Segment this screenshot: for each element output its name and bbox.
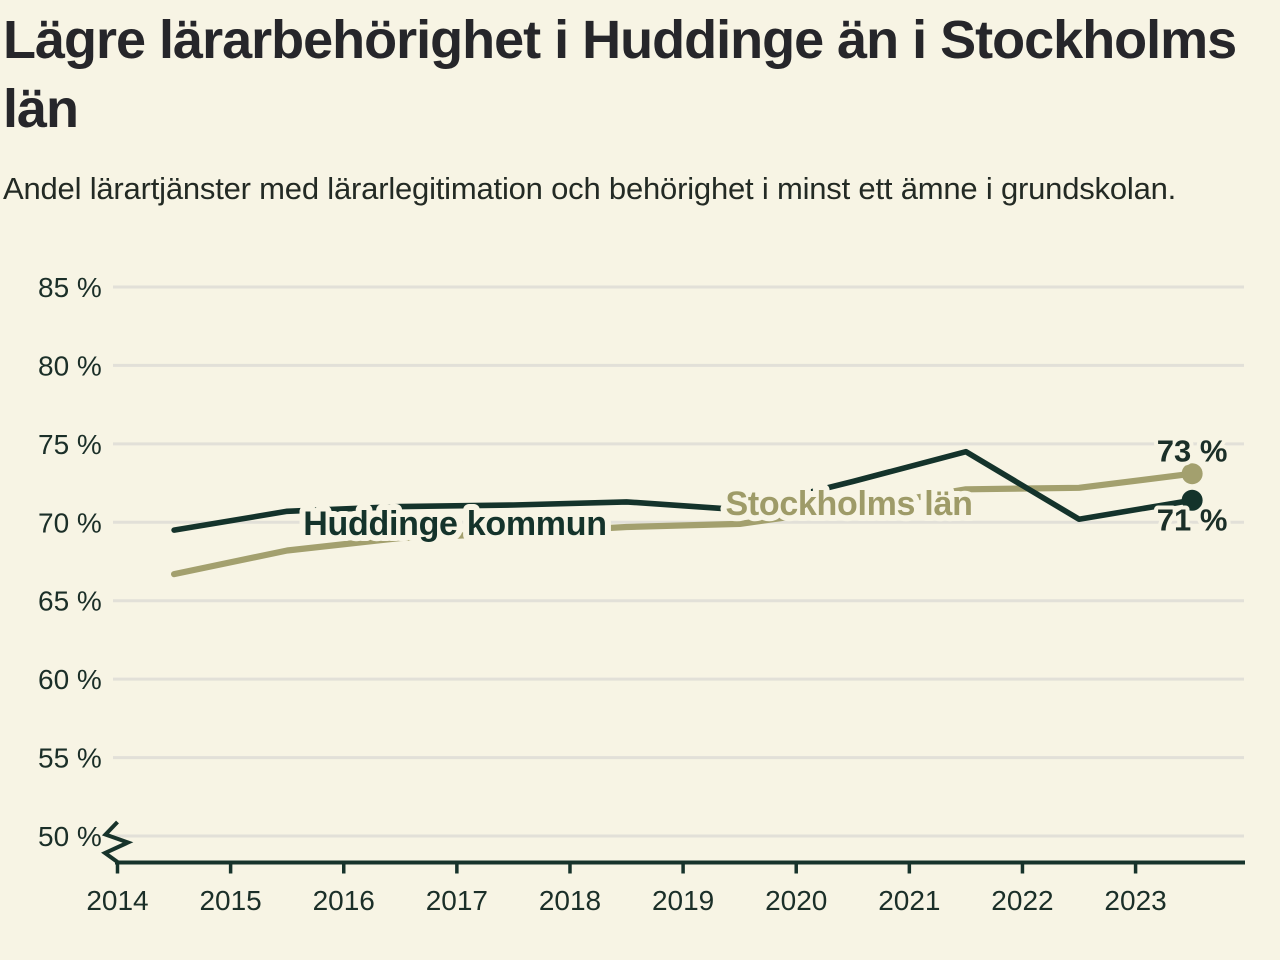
y-tick-label: 50 % (38, 821, 102, 852)
x-tick-label: 2014 (86, 885, 148, 916)
x-tick-label: 2017 (426, 885, 488, 916)
series-end-dot-0 (1181, 463, 1203, 485)
chart-header: Lägre lärarbehörighet i Huddinge än i St… (0, 0, 1280, 212)
y-tick-label: 60 % (38, 664, 102, 695)
x-tick-label: 2019 (652, 885, 714, 916)
series-end-value-1: 71 % (1157, 502, 1228, 537)
x-tick-label: 2023 (1104, 885, 1166, 916)
x-tick-label: 2016 (313, 885, 375, 916)
x-tick-label: 2015 (199, 885, 261, 916)
y-axis-break-icon (101, 820, 134, 864)
y-tick-label: 55 % (38, 743, 102, 774)
y-tick-label: 70 % (38, 507, 102, 538)
chart-area: Stockholms län Huddinge kommun 73 % 71 % 201… (0, 250, 1280, 960)
x-tick-label: 2020 (765, 885, 827, 916)
x-tick-label: 2018 (539, 885, 601, 916)
x-tick-label: 2021 (878, 885, 940, 916)
y-tick-label: 80 % (38, 350, 102, 381)
series-label-0: Stockholms län (725, 485, 972, 523)
series-end-value-0: 73 % (1157, 434, 1228, 469)
series-line-1 (171, 448, 1195, 533)
y-tick-label: 75 % (38, 429, 102, 460)
y-tick-label: 85 % (38, 272, 102, 303)
x-tick-label: 2022 (991, 885, 1053, 916)
chart-subtitle: Andel lärartjänster med lärarlegitimatio… (3, 171, 1177, 206)
chart-title: Lägre lärarbehörighet i Huddinge än i St… (3, 10, 1237, 139)
line-chart: Stockholms län Huddinge kommun 73 % 71 % 201… (38, 272, 1245, 916)
series-end-dot-1 (1181, 489, 1203, 511)
y-tick-label: 65 % (38, 586, 102, 617)
series-label-1: Huddinge kommun (303, 505, 606, 543)
